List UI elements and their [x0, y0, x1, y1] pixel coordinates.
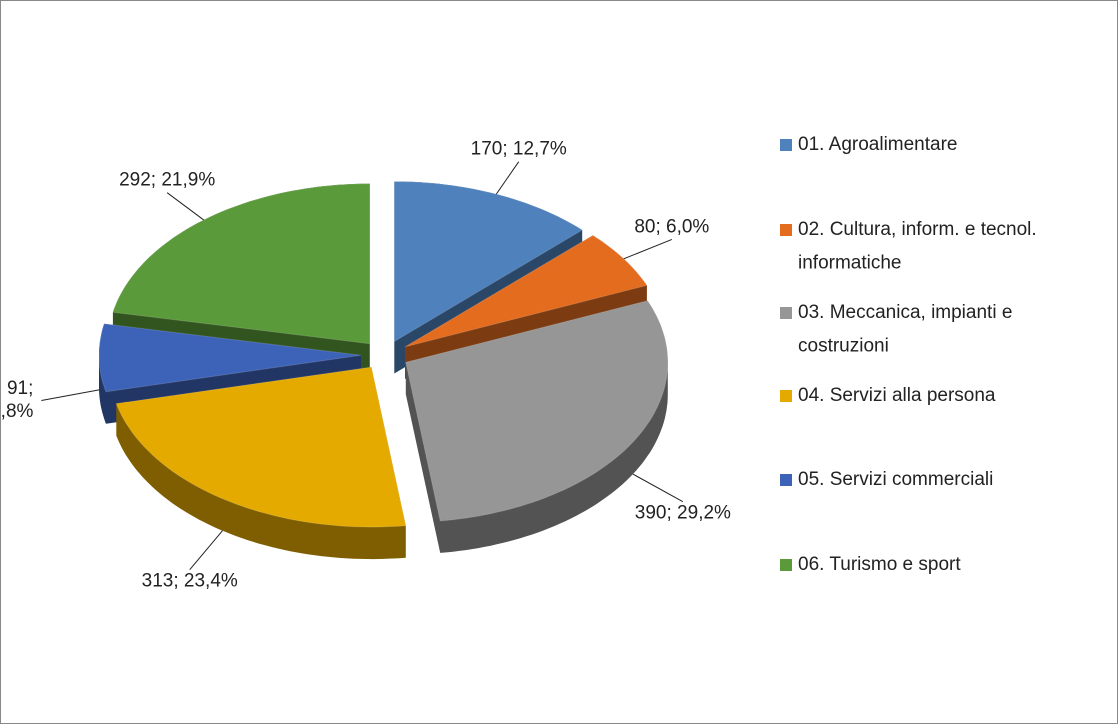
legend-swatch — [780, 139, 792, 151]
data-label: 292; 21,9% — [119, 170, 215, 191]
pie-slice — [112, 183, 371, 376]
pie-slice — [405, 300, 669, 553]
pie-slice — [115, 366, 407, 560]
legend-label: 03. Meccanica, impianti e costruzioni — [798, 302, 1012, 356]
slice-top — [115, 366, 407, 528]
leader-line — [495, 161, 520, 195]
legend-label: 05. Servizi commerciali — [798, 469, 993, 490]
data-label: 80; 6,0% — [634, 216, 709, 237]
slice-top — [98, 323, 362, 393]
leader-line — [623, 238, 673, 260]
leader-line — [632, 473, 684, 503]
legend-label: 01. Agroalimentare — [798, 134, 958, 155]
legend-swatch — [780, 474, 792, 486]
data-label: 91;6,8% — [0, 378, 34, 422]
legend-label: 04. Servizi alla persona — [798, 385, 996, 406]
leader-line — [189, 530, 223, 571]
data-label: 390; 29,2% — [635, 503, 731, 524]
data-label: 313; 23,4% — [142, 571, 238, 592]
legend-swatch — [780, 559, 792, 571]
legend-label: 02. Cultura, inform. e tecnol. informatic… — [798, 219, 1037, 273]
leader-line — [41, 389, 100, 401]
slice-top — [405, 300, 669, 522]
slice-top — [404, 234, 648, 348]
legend-label: 06. Turismo e sport — [798, 554, 961, 575]
data-label: 170; 12,7% — [471, 139, 567, 160]
leader-line — [166, 192, 204, 221]
legend-swatch — [780, 307, 792, 319]
slice-top — [112, 183, 371, 345]
legend-swatch — [780, 390, 792, 402]
legend-swatch — [780, 224, 792, 236]
pie-slice — [404, 234, 648, 379]
